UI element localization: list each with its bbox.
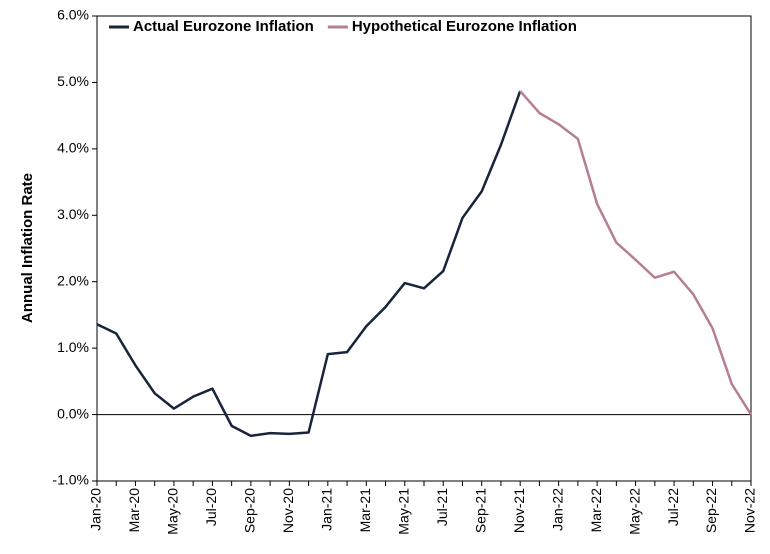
x-tick-label: Sep-22 <box>703 488 719 533</box>
x-tick-label: Nov-20 <box>280 488 296 533</box>
x-tick-label: Mar-20 <box>126 488 142 533</box>
x-tick-label: May-20 <box>165 488 181 535</box>
y-tick-label: 6.0% <box>57 7 89 23</box>
y-axis-label: Annual Inflation Rate <box>19 173 36 323</box>
x-tick-label: Jul-20 <box>203 488 219 526</box>
x-tick-label: Sep-21 <box>472 488 488 533</box>
x-tick-label: Mar-21 <box>357 488 373 533</box>
y-tick-label: 5.0% <box>57 73 89 89</box>
x-tick-label: Mar-22 <box>588 488 604 533</box>
x-tick-label: Jul-21 <box>434 488 450 526</box>
x-tick-label: May-22 <box>626 488 642 535</box>
series-line <box>519 90 753 416</box>
y-tick-label: -1.0% <box>52 472 89 488</box>
x-tick-label: May-21 <box>395 488 411 535</box>
x-tick-label: Nov-21 <box>511 488 527 533</box>
series-line <box>96 90 522 438</box>
y-tick-label: 1.0% <box>57 339 89 355</box>
x-tick-label: Sep-20 <box>242 488 258 533</box>
y-tick-label: 2.0% <box>57 272 89 288</box>
x-tick-label: Jan-21 <box>319 488 335 531</box>
legend-label: Actual Eurozone Inflation <box>133 18 314 35</box>
legend-label: Hypothetical Eurozone Inflation <box>352 18 577 35</box>
x-tick-label: Jan-20 <box>88 488 104 531</box>
y-tick-label: 4.0% <box>57 140 89 156</box>
legend: Actual Eurozone Inflation Hypothetical Eu… <box>109 18 577 35</box>
plot-border <box>96 15 752 482</box>
x-tick-label: Jan-22 <box>549 488 565 531</box>
x-tick-label: Nov-22 <box>742 488 758 533</box>
y-tick-label: 0.0% <box>57 405 89 421</box>
y-tick-label: 3.0% <box>57 206 89 222</box>
x-tick-label: Jul-22 <box>665 488 681 526</box>
